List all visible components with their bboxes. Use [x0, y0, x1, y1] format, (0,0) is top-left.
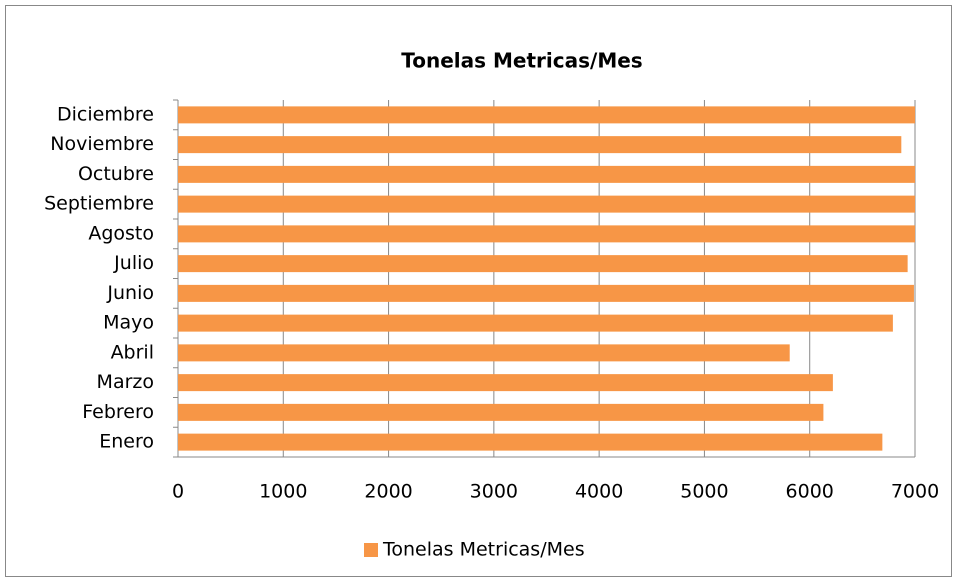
bar	[178, 165, 915, 183]
bar	[178, 284, 914, 302]
y-tick-label: Junio	[106, 282, 154, 304]
x-tick-label: 3000	[470, 481, 518, 503]
x-tick-label: 4000	[575, 481, 623, 503]
x-tick-label: 6000	[786, 481, 834, 503]
bar	[178, 136, 902, 154]
y-tick-label: Octubre	[78, 163, 154, 185]
bar	[178, 255, 908, 273]
x-tick-label: 1000	[259, 481, 307, 503]
y-tick-label: Agosto	[88, 222, 154, 244]
bar	[178, 106, 915, 124]
bar	[178, 403, 824, 421]
y-tick-label: Marzo	[97, 371, 154, 393]
y-tick-label: Julio	[113, 252, 154, 274]
y-tick-label: Septiembre	[44, 193, 154, 215]
y-tick-label: Febrero	[82, 401, 154, 423]
bar	[178, 195, 915, 213]
legend-swatch	[364, 543, 378, 557]
bar	[178, 433, 883, 451]
x-tick-label: 7000	[891, 481, 939, 503]
y-tick-label: Diciembre	[57, 103, 154, 125]
x-tick-label: 0	[172, 481, 184, 503]
x-tick-label: 2000	[364, 481, 412, 503]
bar	[178, 344, 790, 362]
chart-title: Tonelas Metricas/Mes	[401, 49, 642, 73]
bar	[178, 225, 915, 243]
x-tick-label: 5000	[680, 481, 728, 503]
bar	[178, 374, 833, 392]
bar	[178, 314, 893, 332]
y-tick-label: Noviembre	[50, 133, 154, 155]
y-tick-label: Mayo	[103, 312, 154, 334]
y-tick-label: Enero	[99, 431, 154, 453]
legend-label: Tonelas Metricas/Mes	[382, 539, 585, 561]
y-tick-label: Abril	[111, 341, 154, 363]
